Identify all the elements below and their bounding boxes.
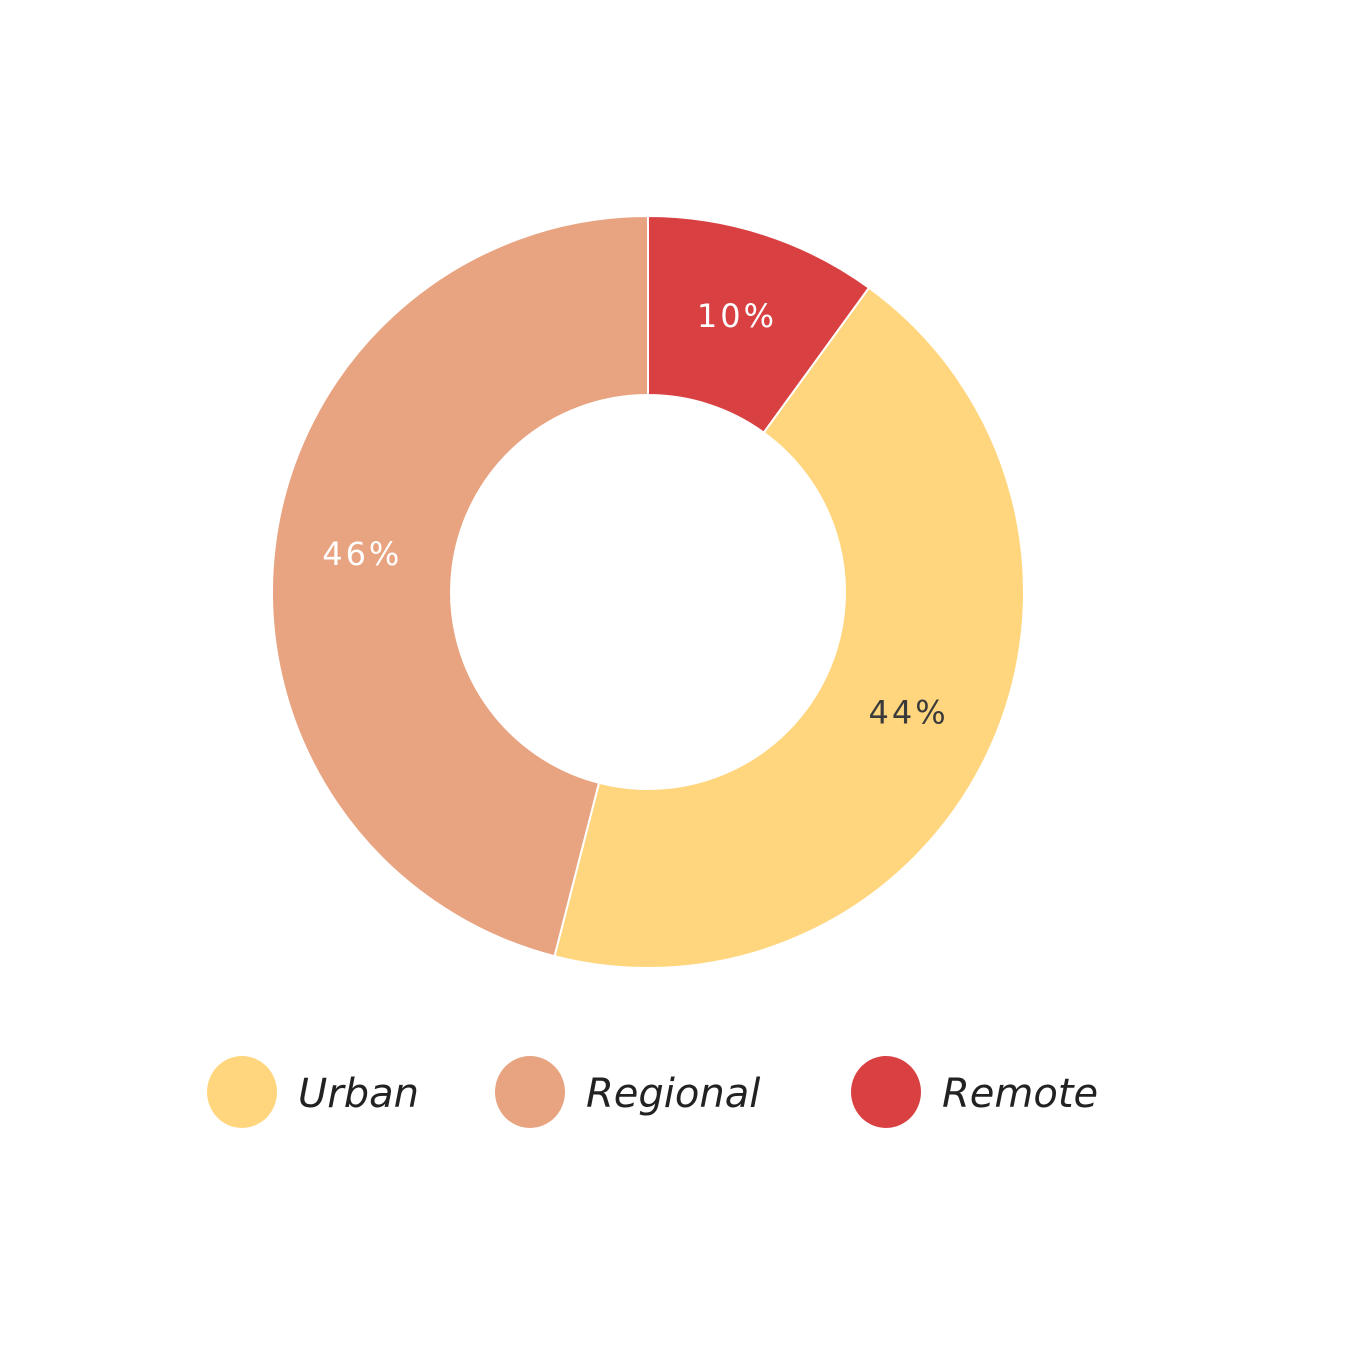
legend-label: Urban: [298, 1071, 419, 1117]
donut-segment: [553, 286, 1025, 969]
legend-label: Remote: [942, 1071, 1098, 1117]
legend-swatch: [207, 1056, 277, 1128]
legend-swatch: [495, 1056, 565, 1128]
value-label: 44%: [869, 694, 949, 732]
donut-segment: [271, 214, 649, 958]
value-label: 46%: [322, 535, 402, 573]
legend-label: Regional: [586, 1071, 760, 1117]
legend-swatch: [851, 1056, 921, 1128]
value-label: 10%: [697, 297, 777, 335]
